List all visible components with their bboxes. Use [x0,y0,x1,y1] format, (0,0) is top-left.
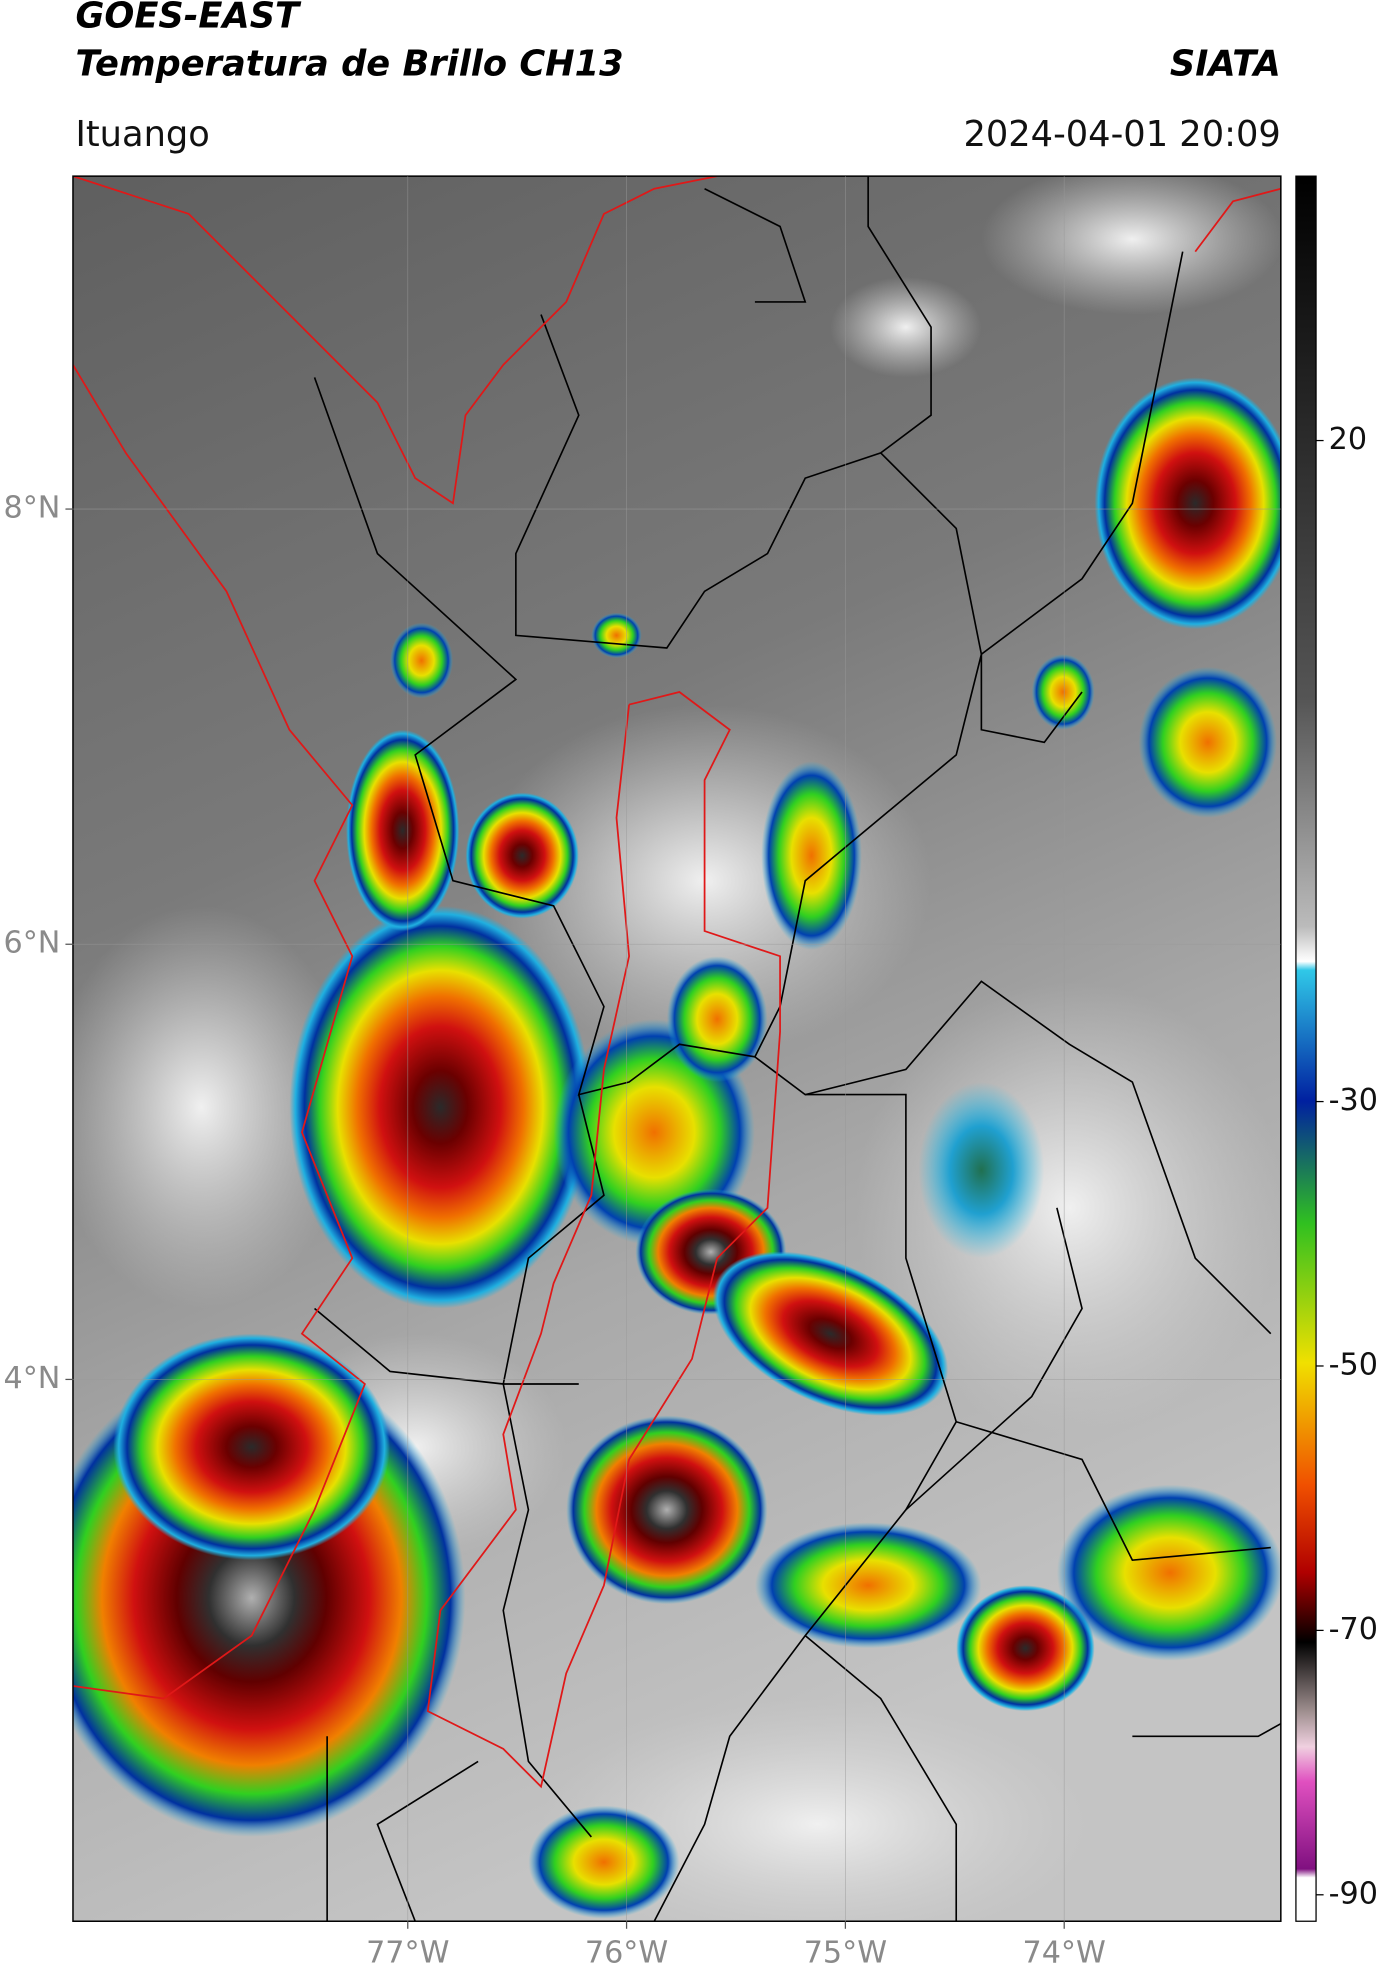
colorbar-tick-label: -70 [1329,1612,1378,1647]
lon-tick-label: 75°W [804,1935,887,1970]
colorbar-tick-label: -50 [1329,1347,1378,1382]
map-frame [72,175,1282,1922]
lon-tick-label: 76°W [585,1935,668,1970]
lon-tick-label: 77°W [366,1935,449,1970]
satellite-title: GOES-EAST [75,0,302,37]
lat-tick-label: 4°N [4,1361,61,1396]
colorbar [1295,175,1317,1922]
lon-tick-label: 74°W [1023,1935,1106,1970]
map-image [72,176,1281,1922]
org-title: SIATA [1170,43,1281,84]
lat-tick-label: 6°N [4,926,61,961]
colorbar-tick-label: -30 [1329,1083,1378,1118]
colorbar-tick-label: 20 [1329,422,1367,457]
location: Ituango [75,114,209,155]
grid [72,176,1281,1922]
lat-tick-label: 8°N [4,491,61,526]
product-title: Temperatura de Brillo CH13 [75,43,623,84]
ticks: 77°W 76°W 75°W 74°W 8°N 6°N 4°N 20 -30 -50 -70 -90 [4,422,1378,1970]
datetime: 2024-04-01 20:09 [963,114,1280,155]
colorbar-tick-label: -90 [1329,1876,1378,1911]
